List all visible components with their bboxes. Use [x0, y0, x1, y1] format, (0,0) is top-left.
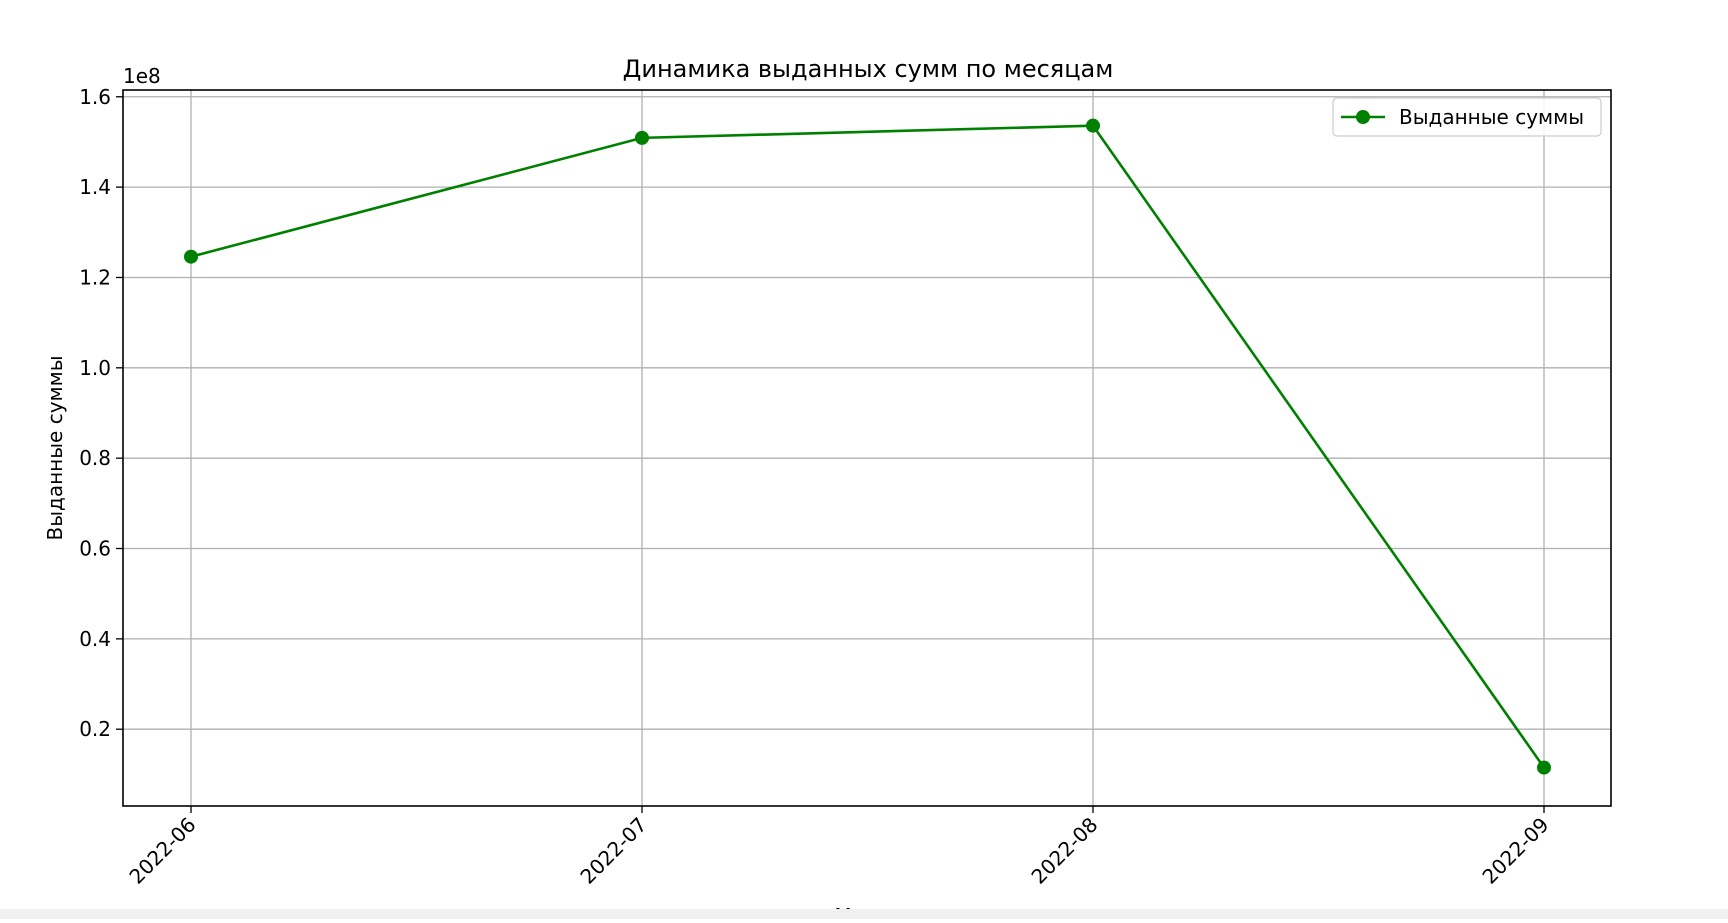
y-tick-label: 0.4: [79, 627, 111, 651]
legend-entry-label: Выданные суммы: [1399, 105, 1584, 129]
y-tick-label: 1.6: [79, 85, 111, 109]
y-tick-label: 0.8: [79, 446, 111, 470]
y-tick-label: 1.4: [79, 175, 111, 199]
x-tick-label: 2022-08: [1026, 813, 1102, 889]
series-line: [190, 124, 1546, 769]
plot-area-frame: [122, 89, 1612, 807]
y-tick-label: 1.2: [79, 265, 111, 289]
legend-box: [1332, 97, 1602, 137]
axis-ticks: 0.2 0.4 0.6 0.8 1.0 1.2 1.4 1.6 2022-06 2022-07 20…: [79, 85, 1553, 889]
legend: Выданные суммы: [1332, 97, 1602, 137]
y-tick-label: 0.2: [79, 717, 111, 741]
y-tick-label: 0.6: [79, 537, 111, 561]
data-point-marker: [635, 130, 649, 145]
data-point-marker: [1537, 760, 1551, 775]
bottom-strip: [0, 909, 1728, 919]
data-point-marker: [184, 249, 198, 264]
y-tick-label: 1.0: [79, 356, 111, 380]
y-axis-offset-label: 1e8: [123, 64, 161, 88]
legend-marker-sample: [1356, 110, 1370, 124]
x-tick-label: 2022-06: [124, 813, 200, 889]
series-layer: [184, 118, 1551, 775]
y-axis-label: Выданные суммы: [43, 356, 67, 541]
chart-title: Динамика выданных сумм по месяцам: [623, 55, 1114, 83]
grid-lines: [123, 90, 1611, 806]
x-tick-label: 2022-07: [575, 813, 651, 889]
x-tick-label: 2022-09: [1477, 813, 1553, 889]
data-point-marker: [1086, 118, 1100, 133]
